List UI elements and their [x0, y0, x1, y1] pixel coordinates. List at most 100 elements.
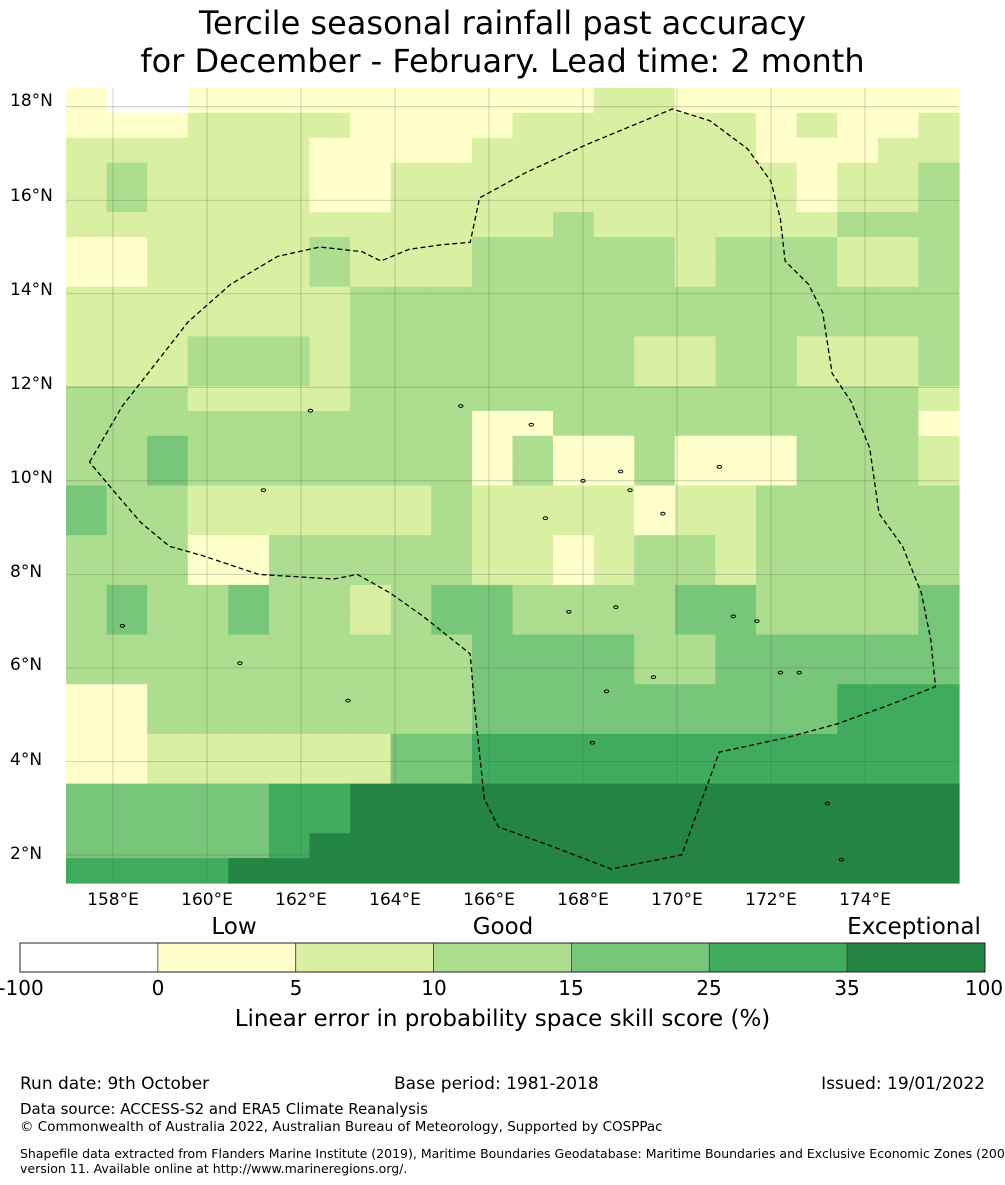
skill-cell [593, 535, 635, 561]
skill-cell [66, 833, 108, 859]
skill-cell [471, 237, 514, 263]
skill-cell [106, 659, 148, 685]
skill-cell [187, 709, 229, 735]
island-outline [660, 511, 666, 516]
colorbar-segment [708, 942, 848, 973]
skill-cell [228, 833, 270, 859]
x-tick-label: 162°E [275, 890, 327, 910]
skill-cell [147, 460, 189, 487]
island-outline [528, 422, 534, 427]
skill-cell [756, 758, 798, 785]
skill-cell [66, 311, 108, 338]
island-outline [458, 404, 464, 408]
skill-cell [553, 261, 595, 288]
skill-cell [877, 88, 920, 114]
skill-cell [309, 361, 351, 387]
skill-cell [309, 485, 351, 511]
skill-cell [918, 386, 960, 412]
skill-cell [553, 858, 595, 884]
skill-cell [918, 510, 960, 536]
skill-cell [796, 460, 838, 487]
skill-cell [228, 659, 270, 685]
skill-cell [147, 609, 189, 636]
skill-cell [390, 410, 432, 437]
skill-cell [796, 88, 838, 114]
skill-cell [350, 758, 392, 785]
skill-cell [471, 460, 514, 487]
skill-cell [634, 659, 676, 685]
skill-cell [431, 510, 473, 536]
skill-cell [796, 684, 838, 710]
skill-cell [431, 410, 473, 437]
skill-cell [147, 758, 189, 785]
island-outline [613, 605, 619, 609]
skill-cell [796, 286, 838, 313]
skill-cell [309, 634, 351, 660]
skill-cell [309, 858, 351, 884]
skill-cell [918, 286, 960, 313]
skill-cell [553, 634, 595, 660]
skill-cell [228, 261, 270, 288]
skill-cell [918, 783, 960, 810]
skill-cell [877, 485, 920, 511]
skill-cell [350, 137, 392, 164]
skill-cell [918, 535, 960, 561]
colorbar-tick: 10 [421, 976, 447, 1000]
skill-cell [350, 584, 392, 611]
skill-cell [228, 162, 270, 188]
skill-cell [837, 783, 879, 810]
skill-cell [918, 112, 960, 139]
skill-cell [715, 858, 757, 884]
skill-cell [796, 361, 838, 387]
skill-cell [66, 684, 108, 710]
skill-cell [634, 361, 676, 387]
skill-cell [228, 361, 270, 387]
skill-cell [431, 336, 473, 362]
colorbar-frame [19, 942, 986, 973]
skill-cell [147, 261, 189, 288]
skill-cell [918, 634, 960, 660]
skill-cell [390, 684, 432, 710]
skill-cell [918, 858, 960, 884]
island-outline [824, 801, 831, 806]
skill-cell [715, 386, 757, 412]
skill-cell [390, 212, 432, 238]
skill-cell [634, 336, 676, 362]
skill-cell [877, 684, 920, 710]
skill-cell [512, 634, 554, 660]
skill-cell [877, 237, 920, 263]
skill-cell [715, 709, 757, 735]
skill-cell [228, 435, 270, 462]
skill-cell [147, 311, 189, 338]
skill-cell [593, 187, 635, 213]
skill-cell [512, 858, 554, 884]
skill-cell [309, 88, 351, 114]
skill-cell [471, 858, 514, 884]
skill-cell [756, 535, 798, 561]
skill-cell [674, 510, 717, 536]
skill-cell [390, 261, 432, 288]
skill-cell [715, 510, 757, 536]
skill-cell [553, 88, 595, 114]
skill-cell [553, 684, 595, 710]
skill-cell [431, 758, 473, 785]
skill-cell [553, 311, 595, 338]
skill-cell [837, 808, 879, 834]
skill-cell [66, 361, 108, 387]
skill-cell [309, 535, 351, 561]
skill-cell [715, 684, 757, 710]
skill-cell [228, 137, 270, 164]
skill-cell [228, 609, 270, 636]
skill-cell [837, 584, 879, 611]
skill-cell [877, 212, 920, 238]
skill-cell [268, 336, 311, 362]
y-tick-label: 6°N [10, 655, 43, 675]
x-tick-label: 158°E [87, 890, 139, 910]
skill-cell [147, 684, 189, 710]
skill-cell [268, 162, 311, 188]
skill-cell [187, 112, 229, 139]
skill-cell [390, 758, 432, 785]
skill-cell [512, 212, 554, 238]
skill-cell [350, 858, 392, 884]
skill-cell [796, 535, 838, 561]
